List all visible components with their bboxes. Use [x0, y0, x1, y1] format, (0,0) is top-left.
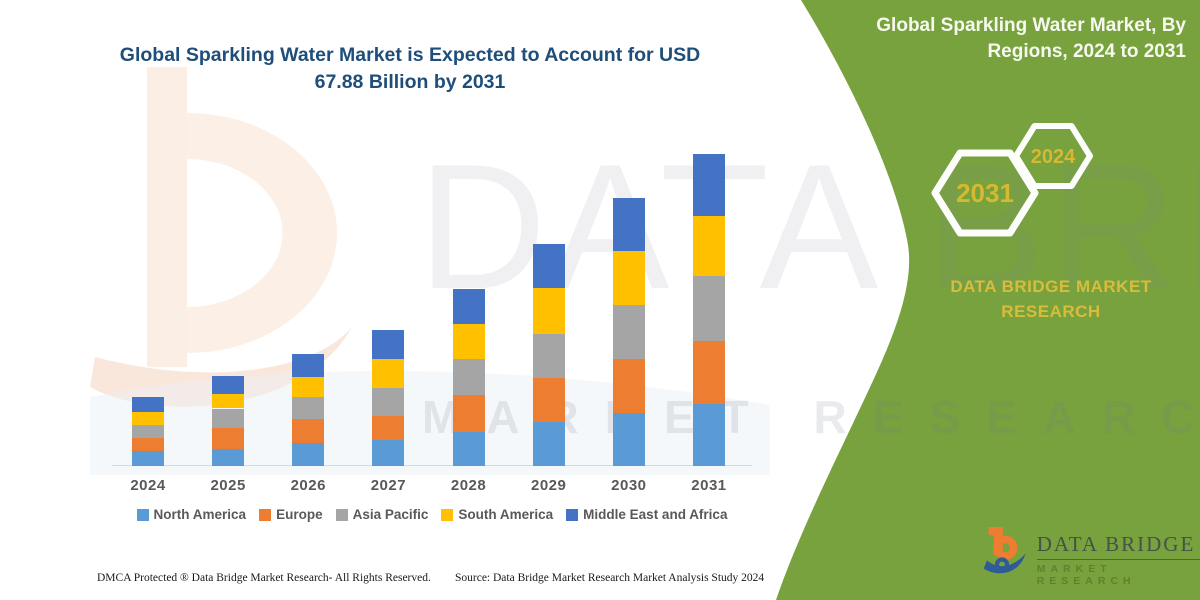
bar-2026-europe — [292, 419, 325, 443]
panel-title: Global Sparkling Water Market, By Region… — [876, 15, 1186, 62]
company-logo-mark-icon — [983, 526, 1026, 574]
watermark-red-swoosh — [90, 327, 352, 407]
legend-label-north-america: North America — [153, 507, 247, 522]
legend-swatch-south-america — [441, 508, 454, 521]
bar-2026-south-america — [292, 377, 325, 398]
x-axis-label-2027: 2027 — [370, 477, 407, 494]
bar-2031-asia-pacific — [692, 276, 725, 341]
legend-swatch-north-america — [136, 508, 149, 521]
footer-dmca-text: DMCA Protected ® Data Bridge Market Rese… — [97, 572, 431, 584]
company-logo-subtitle: MARKET RESEARCH — [1036, 563, 1136, 587]
bar-2025-north-america — [212, 449, 245, 466]
bar-2027-south-america — [372, 358, 405, 388]
x-axis-label-2026: 2026 — [290, 477, 326, 494]
legend-item-europe: Europe — [259, 507, 323, 522]
bar-2030-asia-pacific — [612, 304, 645, 360]
hexagon-2024-label: 2024 — [1031, 146, 1076, 168]
bar-2028-middle-east-and-africa — [452, 288, 485, 325]
bar-2026-middle-east-and-africa — [292, 354, 325, 378]
x-axis-line — [112, 465, 752, 466]
bar-2031-south-america — [692, 216, 725, 277]
bar-2024-asia-pacific — [132, 425, 164, 438]
bar-2026-asia-pacific — [292, 397, 325, 420]
bar-2031-europe — [692, 340, 725, 405]
bar-2024-south-america — [132, 411, 164, 426]
legend-item-asia-pacific: Asia Pacific — [335, 507, 429, 522]
panel-brand-caption: DATA BRIDGE MARKET RESEARCH — [950, 277, 1152, 321]
bar-2024-europe — [132, 437, 164, 452]
watermark-blue-swoosh — [90, 370, 770, 475]
x-axis-label-2025: 2025 — [210, 477, 246, 494]
bar-2027-europe — [372, 416, 405, 441]
bar-2029-middle-east-and-africa — [532, 243, 565, 288]
bar-2026-north-america — [292, 443, 325, 466]
bar-2031-middle-east-and-africa — [692, 153, 725, 217]
x-axis-label-2031: 2031 — [691, 477, 727, 494]
bar-2030-north-america — [612, 412, 645, 466]
bar-2029-north-america — [532, 422, 565, 466]
year-hexagons: 2031 2024 — [931, 123, 1093, 237]
bar-2029-asia-pacific — [532, 333, 565, 379]
logo-watermark — [90, 67, 770, 475]
bar-2027-asia-pacific — [372, 387, 405, 417]
legend-item-north-america: North America — [136, 507, 247, 522]
bar-2031-north-america — [692, 404, 725, 466]
legend-swatch-europe — [259, 508, 272, 521]
bar-2025-europe — [212, 428, 245, 450]
bar-2024-middle-east-and-africa — [132, 397, 164, 412]
bar-2028-south-america — [452, 324, 485, 360]
bar-2030-south-america — [612, 251, 645, 305]
bar-2025-south-america — [212, 394, 245, 409]
x-axis-label-2024: 2024 — [130, 477, 166, 494]
legend-label-middle-east-and-africa: Middle East and Africa — [583, 507, 728, 522]
bar-2029-europe — [532, 378, 565, 423]
hexagon-2031 — [931, 149, 1039, 237]
x-axis-label-2030: 2030 — [611, 477, 647, 494]
bar-2024-north-america — [132, 451, 164, 466]
bar-2028-europe — [452, 394, 485, 432]
bar-2029-south-america — [532, 287, 565, 334]
watermark-b-stem — [147, 67, 187, 367]
watermark-b-bowl — [187, 113, 337, 353]
company-logo: DATA BRIDGE MARKET RESEARCH — [982, 520, 1200, 587]
x-axis-label-2028: 2028 — [450, 477, 487, 494]
legend-item-middle-east-and-africa: Middle East and Africa — [566, 507, 727, 522]
legend-item-south-america: South America — [441, 507, 553, 522]
bar-2030-middle-east-and-africa — [612, 197, 645, 252]
x-axis-label-2029: 2029 — [531, 477, 567, 494]
footer-source-text: Source: Data Bridge Market Research Mark… — [455, 572, 765, 584]
legend-label-asia-pacific: Asia Pacific — [352, 507, 429, 522]
legend-swatch-asia-pacific — [335, 508, 348, 521]
bar-2025-middle-east-and-africa — [212, 375, 245, 395]
bar-2025-asia-pacific — [212, 408, 245, 429]
legend-label-europe: Europe — [276, 507, 323, 522]
chart-legend: North America Europe Asia Pacific South Ame… — [108, 507, 756, 522]
legend-label-south-america: South America — [458, 507, 554, 522]
bar-2028-north-america — [452, 431, 485, 466]
legend-swatch-middle-east-and-africa — [566, 508, 579, 521]
hexagon-2024 — [1013, 123, 1093, 189]
chart-title: Global Sparkling Water Market is Expecte… — [119, 44, 701, 93]
bar-2027-north-america — [372, 440, 405, 466]
bar-2028-asia-pacific — [452, 359, 485, 395]
bar-2030-europe — [612, 359, 645, 413]
bar-2027-middle-east-and-africa — [372, 330, 405, 359]
company-logo-brand: DATA BRIDGE — [1036, 532, 1200, 560]
hexagon-2031-label: 2031 — [956, 178, 1014, 208]
